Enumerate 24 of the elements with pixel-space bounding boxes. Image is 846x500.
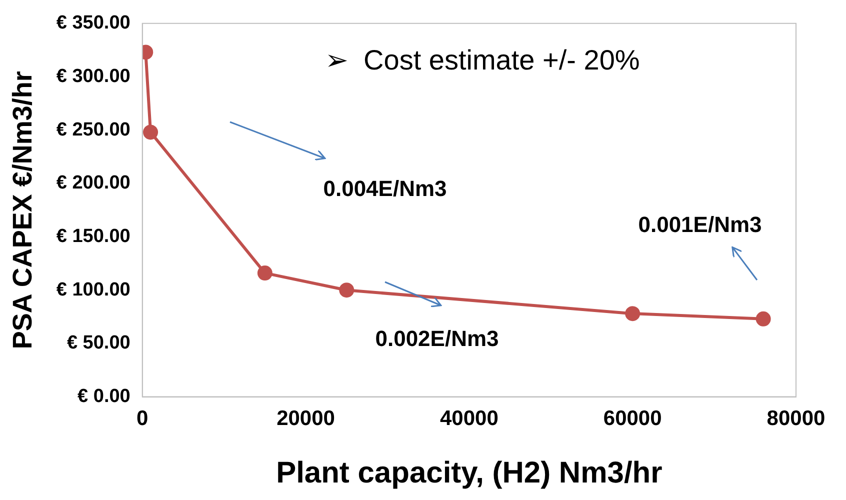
y-tick-label: € 200.00 [56,172,130,194]
y-tick-label: € 100.00 [56,279,130,300]
x-tick-label: 60000 [603,407,662,430]
y-tick-label: € 350.00 [56,12,130,34]
point [756,311,771,326]
x-tick-label: 40000 [440,407,498,430]
annotation: 0.001E/Nm3 [638,212,762,238]
y-axis-title: PSA CAPEX €/Nm3/hr [8,70,38,350]
point [257,266,272,281]
annotation: 0.002E/Nm3 [375,326,499,352]
annotation: 0.004E/Nm3 [323,176,447,202]
annotation: ➢ Cost estimate +/- 20% [325,44,640,76]
x-tick-label: 80000 [766,407,826,430]
y-tick-label: € 150.00 [56,226,130,248]
x-tick-label: 0 [136,407,148,430]
y-tick-label: € 300.00 [56,66,130,87]
y-tick-label: € 250.00 [56,119,130,140]
x-tick-label: 20000 [276,407,335,430]
point [625,306,640,322]
y-tick-label: € 0.00 [78,386,130,408]
y-tick-label: € 50.00 [66,332,130,354]
point [143,124,158,140]
point [339,282,354,298]
x-axis-title: Plant capacity, (H2) Nm3/hr [276,456,663,490]
